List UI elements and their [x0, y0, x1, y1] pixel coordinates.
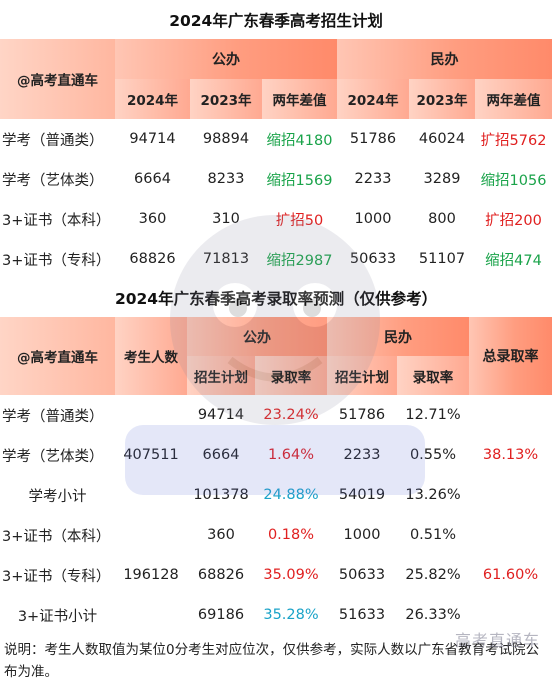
- rate-public-rate: 35.28%: [263, 607, 319, 623]
- plan-subheader: 2023年: [409, 79, 475, 119]
- rate-examinees-xuekao: 407511: [123, 447, 179, 463]
- rate-header-examinees: 考生人数: [115, 317, 187, 395]
- plan-diff: 缩招474: [485, 252, 542, 269]
- plan-cell: 360: [138, 211, 167, 227]
- plan-row: 学考（普通类） 94714 98894 缩招4180 51786 46024 扩…: [0, 119, 552, 159]
- rate-row: 学考（艺体类） 6664 1.64% 2233 0.55%: [0, 435, 552, 475]
- rate-row-name: 学考（普通类）: [2, 408, 104, 425]
- rate-cell: 51633: [338, 607, 386, 623]
- plan-cell: 3289: [423, 171, 461, 187]
- plan-row-name: 3+证书（专科）: [2, 252, 111, 269]
- rate-cell: 13.26%: [405, 487, 461, 503]
- plan-row-name: 学考（普通类）: [2, 132, 104, 149]
- rate-public-rate: 0.18%: [267, 527, 315, 543]
- plan-row: 3+证书（本科） 360 310 扩招50 1000 800 扩招200: [0, 199, 552, 239]
- rate-row: 学考小计 101378 24.88% 54019 13.26%: [0, 475, 552, 515]
- plan-cell: 46024: [418, 131, 466, 147]
- rate-cell: 26.33%: [405, 607, 461, 623]
- rate-cell: 101378: [193, 487, 249, 503]
- plan-cell: 71813: [202, 251, 250, 267]
- plan-cell: 800: [428, 211, 456, 227]
- rate-total-zhengshu: 61.60%: [482, 567, 539, 583]
- plan-row-name: 3+证书（本科）: [2, 212, 111, 229]
- plan-diff: 扩招5762: [480, 132, 547, 149]
- rate-cell: 1000: [343, 527, 381, 543]
- rate-header-public: 公办: [187, 317, 327, 356]
- rate-public-rate: 23.24%: [263, 407, 319, 423]
- plan-diff: 缩招1569: [266, 172, 333, 189]
- plan-diff: 缩招2987: [266, 252, 333, 269]
- plan-cell: 50633: [349, 251, 397, 267]
- rate-row-name: 3+证书小计: [17, 608, 98, 625]
- rate-public-rate: 1.64%: [267, 447, 315, 463]
- rate-subheader: 招生计划: [327, 356, 397, 395]
- plan-cell: 310: [212, 211, 240, 227]
- rate-cell: 94714: [197, 407, 245, 423]
- plan-cell: 6664: [134, 171, 171, 187]
- rate-cell: 2233: [343, 447, 381, 463]
- rate-cell: 0.55%: [409, 447, 457, 463]
- rate-cell: 50633: [338, 567, 386, 583]
- plan-table: 2024年广东春季高考招生计划 @高考直通车 公办 民办 2024年 2023年…: [0, 0, 552, 279]
- rate-cell: 0.51%: [409, 527, 457, 543]
- plan-row: 学考（艺体类） 6664 8233 缩招1569 2233 3289 缩招105…: [0, 159, 552, 199]
- plan-row: 3+证书（专科） 68826 71813 缩招2987 50633 51107 …: [0, 239, 552, 279]
- plan-diff: 缩招4180: [266, 132, 333, 149]
- rate-subheader: 招生计划: [187, 356, 255, 395]
- rate-row-name: 3+证书（本科）: [2, 528, 111, 545]
- rate-table: 2024年广东春季高考录取率预测（仅供参考） @高考直通车 考生人数 公办 民办…: [0, 279, 552, 695]
- rate-cell: 12.71%: [405, 407, 461, 423]
- plan-table-title: 2024年广东春季高考招生计划: [0, 0, 552, 39]
- footnote: 说明：考生人数取值为某位0分考生对应位次，仅供参考，实际人数以广东省教育考试院公…: [4, 642, 540, 680]
- plan-subheader: 2024年: [115, 79, 190, 119]
- rate-row-name: 3+证书（专科）: [2, 568, 111, 585]
- rate-cell: 360: [207, 527, 235, 543]
- plan-diff: 扩招50: [275, 212, 324, 229]
- rate-row: 学考（普通类） 407511 94714 23.24% 51786 12.71%…: [0, 395, 552, 463]
- rate-cell: 68826: [197, 567, 245, 583]
- rate-subheader: 录取率: [255, 356, 327, 395]
- plan-row-name: 学考（艺体类）: [2, 172, 104, 189]
- rate-cell: 51786: [338, 407, 386, 423]
- rate-header-private: 民办: [327, 317, 469, 356]
- plan-cell: 51107: [418, 251, 466, 267]
- plan-subheader: 两年差值: [475, 79, 552, 119]
- plan-header-private: 民办: [337, 39, 552, 79]
- rate-cell: 25.82%: [405, 567, 461, 583]
- rate-table-corner: @高考直通车: [0, 317, 115, 395]
- rate-row: 3+证书（专科） 68826 35.09% 50633 25.82%: [0, 555, 552, 595]
- plan-diff: 扩招200: [485, 212, 542, 229]
- plan-cell: 1000: [354, 211, 392, 227]
- plan-table-corner: @高考直通车: [0, 39, 115, 119]
- plan-subheader: 2024年: [337, 79, 409, 119]
- plan-cell: 51786: [349, 131, 397, 147]
- rate-public-rate: 24.88%: [263, 487, 319, 503]
- plan-cell: 8233: [207, 171, 245, 187]
- rate-header-total: 总录取率: [469, 317, 552, 395]
- rate-total-xuekao: 38.13%: [482, 447, 539, 463]
- plan-subheader: 两年差值: [262, 79, 337, 119]
- plan-cell: 2233: [354, 171, 392, 187]
- plan-header-public: 公办: [115, 39, 337, 79]
- plan-diff: 缩招1056: [480, 172, 547, 189]
- rate-cell: 54019: [338, 487, 386, 503]
- rate-public-rate: 35.09%: [263, 567, 319, 583]
- rate-cell: 69186: [197, 607, 245, 623]
- plan-cell: 68826: [129, 251, 176, 267]
- rate-row: 3+证书小计 69186 35.28% 51633 26.33%: [0, 595, 552, 635]
- rate-row-name: 学考（艺体类）: [2, 448, 104, 465]
- rate-table-title: 2024年广东春季高考录取率预测（仅供参考）: [0, 279, 552, 317]
- plan-cell: 94714: [129, 131, 176, 147]
- plan-cell: 98894: [202, 131, 250, 147]
- rate-row: 3+证书（本科） 196128 360 0.18% 1000 0.51% 61.…: [0, 515, 552, 583]
- rate-subheader: 录取率: [397, 356, 469, 395]
- rate-row-name: 学考小计: [28, 488, 87, 505]
- rate-examinees-zhengshu: 196128: [123, 567, 179, 583]
- rate-cell: 6664: [202, 447, 240, 463]
- plan-subheader: 2023年: [190, 79, 262, 119]
